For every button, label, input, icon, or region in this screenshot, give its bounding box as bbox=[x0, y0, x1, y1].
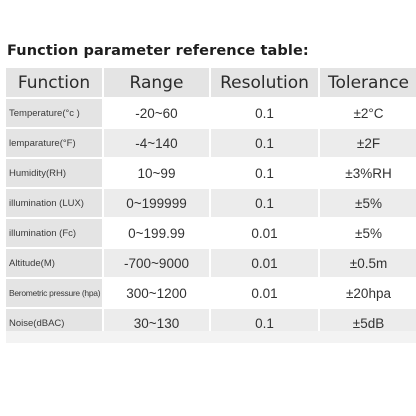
table-header-row: Function Range Resolution Tolerance bbox=[6, 68, 416, 99]
cell-function: Berometric pressure (hpa) bbox=[6, 278, 104, 309]
table-row: illumination (Fc) 0~199.99 0.01 ±5% bbox=[6, 218, 416, 249]
table-row: illumination (LUX) 0~199999 0.1 ±5% bbox=[6, 188, 416, 219]
cell-function: Humidity(RH) bbox=[6, 158, 104, 189]
cell-function: illumination (LUX) bbox=[6, 188, 104, 219]
cell-tolerance: ±20hpa bbox=[319, 278, 416, 309]
table-row: Temperature(°c ) -20~60 0.1 ±2°C bbox=[6, 98, 416, 129]
table-row: Humidity(RH) 10~99 0.1 ±3%RH bbox=[6, 158, 416, 189]
cell-function: illumination (Fc) bbox=[6, 218, 104, 249]
cell-tolerance: ±0.5m bbox=[319, 248, 416, 279]
cell-function: lemparature(°F) bbox=[6, 128, 104, 159]
page-title: Function parameter reference table: bbox=[7, 43, 309, 59]
cell-function: Altitude(M) bbox=[6, 248, 104, 279]
cell-range: 0~199.99 bbox=[103, 218, 211, 249]
header-range: Range bbox=[103, 68, 211, 99]
cell-tolerance: ±5% bbox=[319, 218, 416, 249]
table-row: Altitude(M) -700~9000 0.01 ±0.5m bbox=[6, 248, 416, 279]
cell-range: -4~140 bbox=[103, 128, 211, 159]
cell-tolerance: ±2°C bbox=[319, 98, 416, 129]
cell-tolerance: ±5% bbox=[319, 188, 416, 219]
header-resolution: Resolution bbox=[210, 68, 320, 99]
header-function: Function bbox=[6, 68, 104, 99]
cell-range: -20~60 bbox=[103, 98, 211, 129]
cell-resolution: 0.1 bbox=[210, 158, 320, 189]
cell-resolution: 0.01 bbox=[210, 218, 320, 249]
cell-function: Temperature(°c ) bbox=[6, 98, 104, 129]
table-footer-band bbox=[6, 331, 416, 343]
cell-resolution: 0.1 bbox=[210, 128, 320, 159]
parameter-table: Function Range Resolution Tolerance Temp… bbox=[6, 68, 416, 339]
header-tolerance: Tolerance bbox=[319, 68, 416, 99]
cell-resolution: 0.01 bbox=[210, 248, 320, 279]
cell-range: 300~1200 bbox=[103, 278, 211, 309]
cell-range: 0~199999 bbox=[103, 188, 211, 219]
cell-tolerance: ±2F bbox=[319, 128, 416, 159]
cell-tolerance: ±3%RH bbox=[319, 158, 416, 189]
cell-range: -700~9000 bbox=[103, 248, 211, 279]
cell-resolution: 0.1 bbox=[210, 98, 320, 129]
cell-resolution: 0.01 bbox=[210, 278, 320, 309]
cell-resolution: 0.1 bbox=[210, 188, 320, 219]
table-row: lemparature(°F) -4~140 0.1 ±2F bbox=[6, 128, 416, 159]
cell-range: 10~99 bbox=[103, 158, 211, 189]
table-row: Berometric pressure (hpa) 300~1200 0.01 … bbox=[6, 278, 416, 309]
